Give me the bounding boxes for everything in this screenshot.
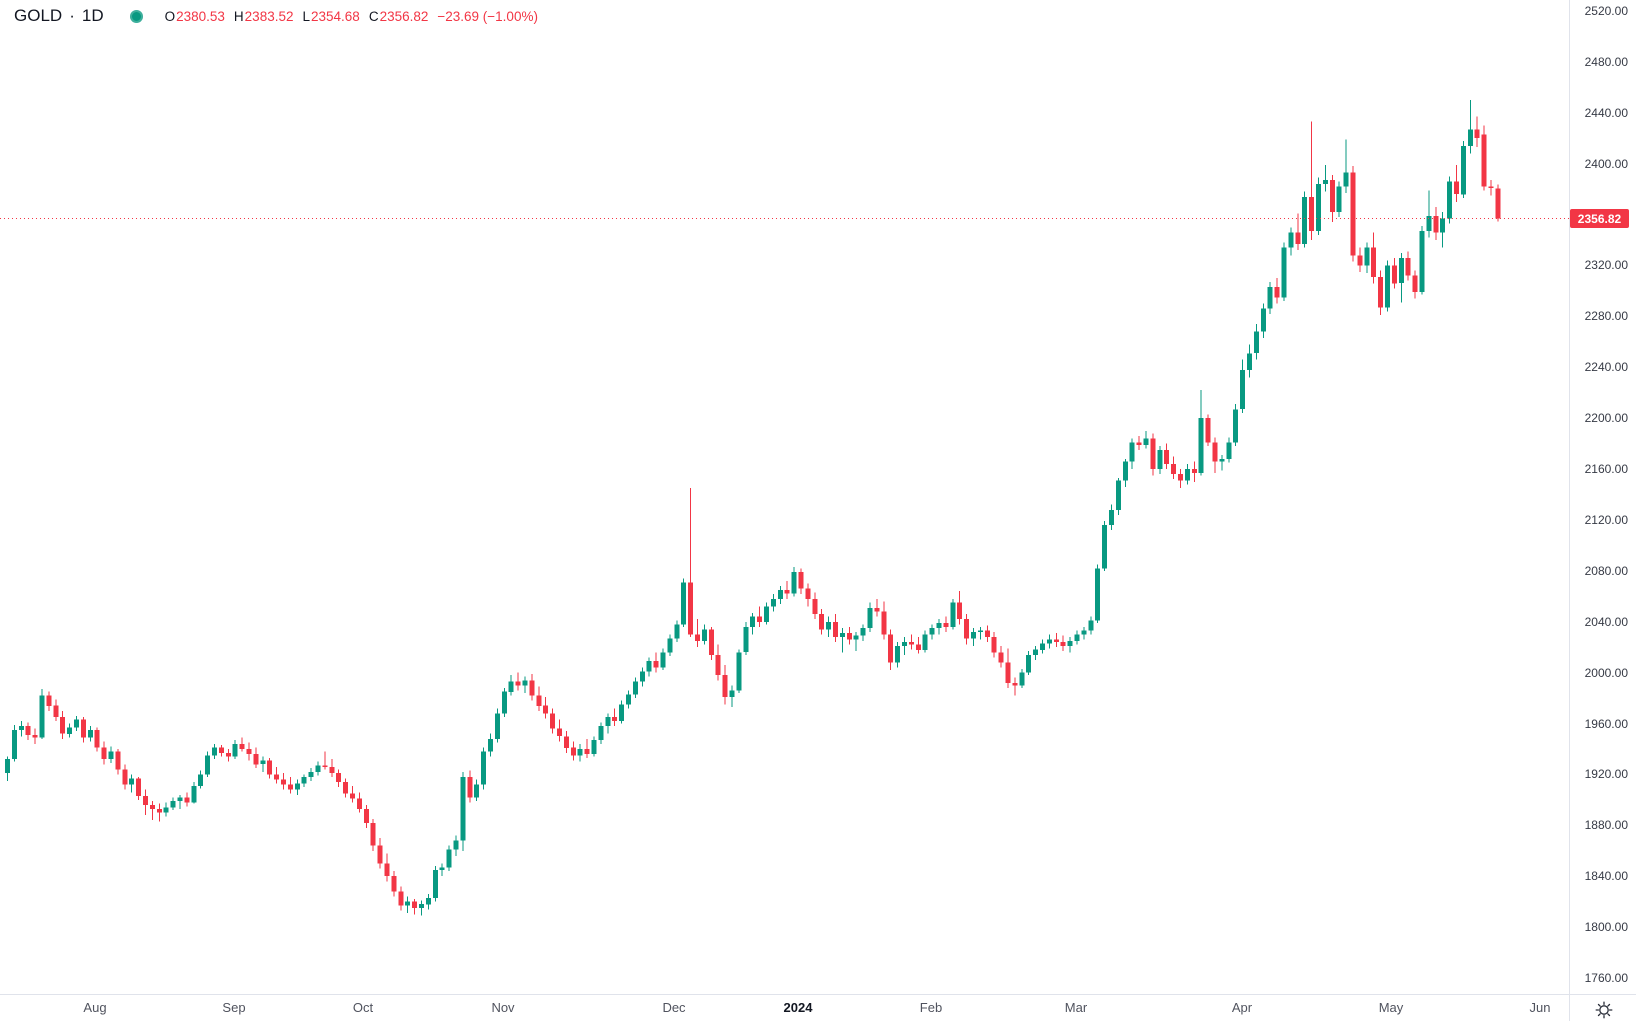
price-tick: 2320.00 — [1584, 258, 1628, 273]
series-marker-icon[interactable] — [129, 9, 143, 23]
time-axis[interactable]: Aug Sep Oct Nov Dec 2024 Feb Mar Apr May Jun — [0, 995, 1569, 1021]
time-tick-month: Feb — [919, 1000, 943, 1015]
high-label: H — [233, 8, 244, 24]
interval-label: 1D — [81, 6, 104, 25]
time-tick-month: Oct — [352, 1000, 374, 1015]
price-tick: 2240.00 — [1584, 360, 1628, 375]
time-tick-month: Mar — [1064, 1000, 1088, 1015]
time-tick-month: Apr — [1231, 1000, 1253, 1015]
symbol-title[interactable]: GOLD · 1D — [14, 6, 104, 26]
open-value: 2380.53 — [176, 8, 225, 24]
timezone-settings-button[interactable] — [1593, 999, 1615, 1021]
time-tick-month: Jun — [1529, 1000, 1551, 1015]
time-tick-month: Nov — [491, 1000, 515, 1015]
high-value: 2383.52 — [244, 8, 294, 24]
price-tick: 2520.00 — [1584, 4, 1628, 18]
time-tick-month: May — [1378, 1000, 1404, 1015]
price-tick: 2080.00 — [1584, 563, 1628, 578]
price-tick: 2200.00 — [1584, 411, 1628, 426]
time-tick-month: Dec — [662, 1000, 686, 1015]
price-axis-border — [1569, 0, 1570, 1021]
last-price-badge: 2356.82 — [1570, 209, 1629, 229]
price-tick: 2000.00 — [1584, 665, 1628, 680]
open-label: O — [164, 8, 176, 24]
price-tick: 1960.00 — [1584, 716, 1628, 731]
time-tick-month: Aug — [83, 1000, 107, 1015]
price-tick: 1920.00 — [1584, 767, 1628, 782]
close-value: 2356.82 — [379, 8, 429, 24]
price-tick: 1880.00 — [1584, 818, 1628, 833]
price-tick: 2280.00 — [1584, 309, 1628, 324]
time-tick-year: 2024 — [783, 1000, 813, 1015]
price-tick: 1840.00 — [1584, 869, 1628, 884]
price-tick: 2160.00 — [1584, 462, 1628, 477]
time-tick-month: Sep — [222, 1000, 246, 1015]
gear-icon — [1595, 1001, 1613, 1019]
symbol-interval-separator: · — [69, 6, 75, 25]
time-axis-border — [0, 994, 1636, 995]
price-tick: 2040.00 — [1584, 614, 1628, 629]
chart-legend: GOLD · 1D O 2380.53 H 2383.52 L 2354.68 … — [14, 6, 538, 26]
chart-canvas[interactable] — [0, 0, 1569, 994]
low-label: L — [302, 8, 310, 24]
price-tick: 1760.00 — [1584, 971, 1628, 986]
price-tick: 2120.00 — [1584, 512, 1628, 527]
close-label: C — [368, 8, 379, 24]
symbol-name: GOLD — [14, 6, 63, 25]
price-tick: 2480.00 — [1584, 54, 1628, 69]
price-axis[interactable]: 2520.00 2480.00 2440.00 2400.00 2320.00 2280.… — [1570, 0, 1636, 994]
price-tick: 2400.00 — [1584, 156, 1628, 171]
price-tick: 2440.00 — [1584, 105, 1628, 120]
change-value: −23.69 (−1.00%) — [437, 8, 538, 24]
price-tick: 1800.00 — [1584, 920, 1628, 935]
ohlc-values: O 2380.53 H 2383.52 L 2354.68 C 2356.82 … — [165, 9, 538, 24]
low-value: 2354.68 — [311, 8, 360, 24]
